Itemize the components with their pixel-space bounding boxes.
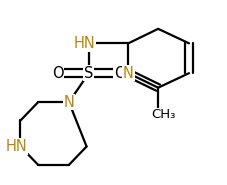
Text: N: N [123,66,134,81]
Text: CH₃: CH₃ [151,108,176,121]
Text: O: O [114,66,126,81]
Text: HN: HN [5,139,27,154]
Text: N: N [64,95,74,110]
Text: HN: HN [74,36,95,51]
Text: S: S [84,66,94,81]
Text: O: O [52,66,64,81]
